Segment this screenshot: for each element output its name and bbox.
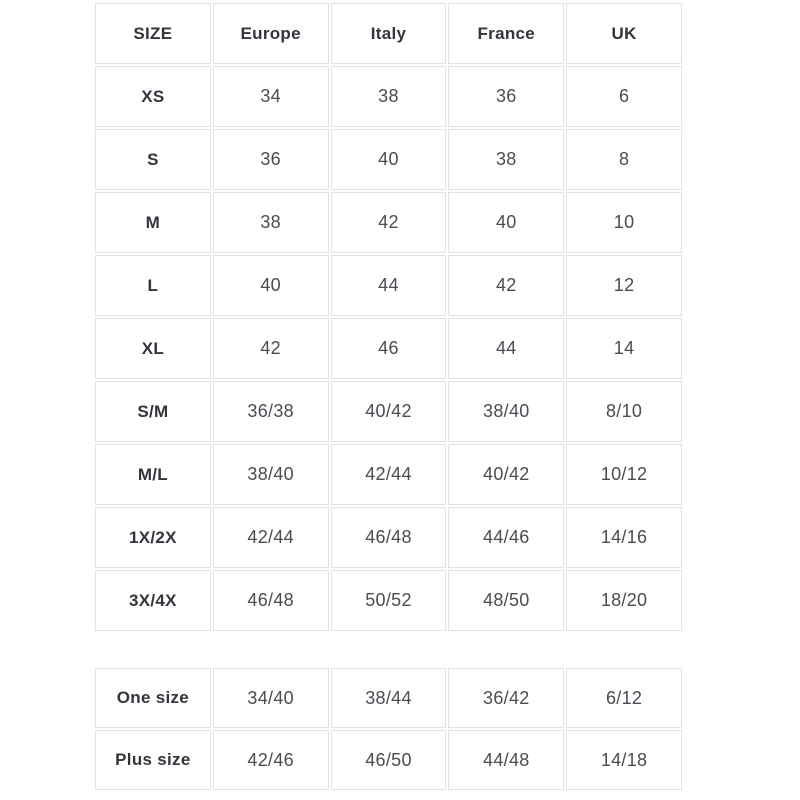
size-value: 40 <box>448 192 565 253</box>
size-label: 3X/4X <box>95 570 211 631</box>
size-value: 44 <box>330 255 447 316</box>
table-row: 1X/2X 42/44 46/48 44/46 14/16 <box>95 507 682 568</box>
size-value: 14/18 <box>566 730 682 790</box>
size-value: 18/20 <box>566 570 682 631</box>
size-value: 46/50 <box>330 730 447 790</box>
size-value: 40/42 <box>330 381 447 442</box>
size-label: XL <box>95 318 211 379</box>
size-value: 6/12 <box>566 668 682 728</box>
table-row: XL 42 46 44 14 <box>95 318 682 379</box>
one-size-plus-size-table: One size 34/40 38/44 36/42 6/12 Plus size 42/4… <box>93 666 684 792</box>
size-value: 38/40 <box>448 381 565 442</box>
size-value: 42 <box>330 192 447 253</box>
size-value: 50/52 <box>330 570 447 631</box>
size-value: 14/16 <box>566 507 682 568</box>
size-value: 38 <box>448 129 565 190</box>
size-label: Plus size <box>95 730 211 790</box>
size-value: 42 <box>448 255 565 316</box>
size-value: 8/10 <box>566 381 682 442</box>
size-label: S/M <box>95 381 211 442</box>
table-row: Plus size 42/46 46/50 44/48 14/18 <box>95 730 682 790</box>
size-value: 10/12 <box>566 444 682 505</box>
size-value: 46 <box>330 318 447 379</box>
size-value: 42/44 <box>212 507 329 568</box>
table-row: S 36 40 38 8 <box>95 129 682 190</box>
size-label: One size <box>95 668 211 728</box>
size-value: 42/46 <box>212 730 329 790</box>
size-value: 40 <box>212 255 329 316</box>
size-conversion-table: SIZE Europe Italy France UK XS 34 38 36 6 S 36 40 38 8… <box>93 1 684 633</box>
size-value: 44/46 <box>448 507 565 568</box>
size-value: 34/40 <box>212 668 329 728</box>
table-row: 3X/4X 46/48 50/52 48/50 18/20 <box>95 570 682 631</box>
column-header: UK <box>566 3 682 64</box>
size-value: 36/38 <box>212 381 329 442</box>
column-header: SIZE <box>95 3 211 64</box>
column-header: Europe <box>212 3 329 64</box>
size-value: 48/50 <box>448 570 565 631</box>
table-row: M/L 38/40 42/44 40/42 10/12 <box>95 444 682 505</box>
size-label: XS <box>95 66 211 127</box>
size-value: 42 <box>212 318 329 379</box>
size-value: 8 <box>566 129 682 190</box>
size-value: 38/40 <box>212 444 329 505</box>
size-value: 14 <box>566 318 682 379</box>
column-header: Italy <box>330 3 447 64</box>
size-value: 36/42 <box>448 668 565 728</box>
size-value: 38 <box>330 66 447 127</box>
size-value: 36 <box>448 66 565 127</box>
size-value: 38/44 <box>330 668 447 728</box>
size-value: 12 <box>566 255 682 316</box>
size-value: 46/48 <box>212 570 329 631</box>
table-row: One size 34/40 38/44 36/42 6/12 <box>95 668 682 728</box>
size-value: 44/48 <box>448 730 565 790</box>
size-label: 1X/2X <box>95 507 211 568</box>
column-header: France <box>448 3 565 64</box>
size-value: 10 <box>566 192 682 253</box>
size-value: 40/42 <box>448 444 565 505</box>
size-label: M/L <box>95 444 211 505</box>
table-row: L 40 44 42 12 <box>95 255 682 316</box>
size-label: L <box>95 255 211 316</box>
header-row: SIZE Europe Italy France UK <box>95 3 682 64</box>
size-value: 38 <box>212 192 329 253</box>
size-value: 6 <box>566 66 682 127</box>
size-label: M <box>95 192 211 253</box>
size-label: S <box>95 129 211 190</box>
table-row: S/M 36/38 40/42 38/40 8/10 <box>95 381 682 442</box>
size-value: 44 <box>448 318 565 379</box>
size-value: 34 <box>212 66 329 127</box>
size-value: 40 <box>330 129 447 190</box>
size-value: 36 <box>212 129 329 190</box>
size-value: 46/48 <box>330 507 447 568</box>
table-row: XS 34 38 36 6 <box>95 66 682 127</box>
table-row: M 38 42 40 10 <box>95 192 682 253</box>
size-value: 42/44 <box>330 444 447 505</box>
